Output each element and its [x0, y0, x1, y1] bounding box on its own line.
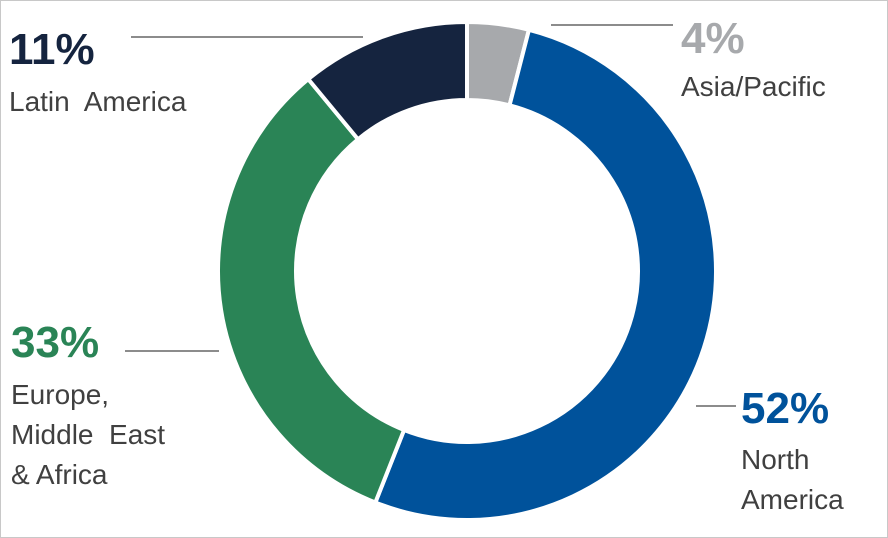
category-label-europe-middle-east-and-africa-line-3: & Africa — [11, 459, 108, 490]
donut-slice-latin-america — [305, 19, 469, 143]
category-label-north-america-line-1: North — [741, 444, 809, 475]
data-label-europe-middle-east-and-africa: 33% — [11, 318, 99, 367]
category-label-europe-middle-east-and-africa-line-1: Europe, — [11, 379, 109, 410]
data-label-north-america: 52% — [741, 384, 829, 433]
donut-slice-north-america — [372, 27, 719, 522]
donut-slice-europe-middle-east-and-africa — [216, 76, 407, 506]
category-label-latin-america: Latin America — [9, 86, 187, 117]
data-label-latin-america: 11% — [9, 25, 95, 74]
data-label-asia-pacific: 4% — [681, 14, 745, 63]
category-label-asia-pacific: Asia/Pacific — [681, 71, 826, 102]
category-label-north-america-line-2: America — [741, 484, 844, 515]
category-label-europe-middle-east-and-africa-line-2: Middle East — [11, 419, 165, 450]
